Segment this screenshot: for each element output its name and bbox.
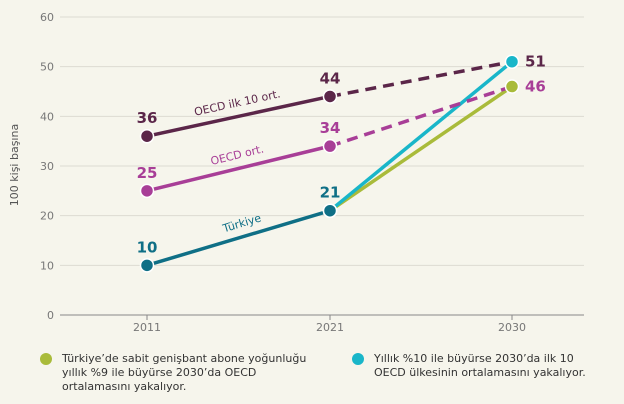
scenario-line [328,84,514,213]
y-tick-label: 40 [40,110,54,123]
series-lines [146,59,514,268]
data-point [322,89,338,104]
x-tick-label: 2030 [498,321,526,334]
x-axis-ticks: 2011 2021 2030 [133,315,526,334]
x-tick-label: 2011 [133,321,161,334]
data-point [139,183,155,199]
y-tick-label: 10 [40,259,54,272]
series-line [146,144,331,193]
data-label: 51 [525,53,546,71]
projection-line [329,84,513,148]
legend-text: Türkiye’de sabit genişbant abone yoğunlu… [62,352,307,393]
data-point [504,79,520,94]
legend-marker [40,353,52,365]
data-label: 44 [320,69,341,87]
series-line [146,209,331,268]
data-label: 34 [320,119,341,137]
data-point [139,128,155,144]
series-name-label: OECD ilk 10 ort. [193,87,282,118]
data-point [322,138,338,154]
data-label: 10 [137,238,158,256]
data-point [139,258,155,273]
legend-marker [352,353,364,365]
legend-item-scenario-9: Türkiye’de sabit genişbant abone yoğunlu… [40,352,306,394]
y-tick-label: 60 [40,11,54,24]
legend: Türkiye’de sabit genişbant abone yoğunlu… [0,350,624,404]
legend-item-scenario-10: Yıllık %10 ile büyürse 2030’da ilk 10 OE… [352,352,586,380]
legend-text: Yıllık %10 ile büyürse 2030’da ilk 10 OE… [374,352,586,379]
projection-line [329,59,513,99]
y-axis-label: 100 kişi başına [8,124,21,206]
data-label: 46 [525,78,546,96]
y-axis-ticks: 0 10 20 30 40 50 60 [40,11,54,322]
data-point [322,203,338,218]
series-points [139,54,520,273]
data-label: 21 [320,184,341,202]
y-tick-label: 30 [40,160,54,173]
y-tick-label: 20 [40,210,54,223]
y-tick-label: 0 [47,309,54,322]
x-tick-label: 2021 [316,321,344,334]
data-label: 25 [137,164,158,182]
y-tick-label: 50 [40,61,54,74]
data-label: 36 [137,109,158,127]
scenario-line [328,59,514,213]
series-line [146,94,331,138]
data-point [504,54,520,69]
